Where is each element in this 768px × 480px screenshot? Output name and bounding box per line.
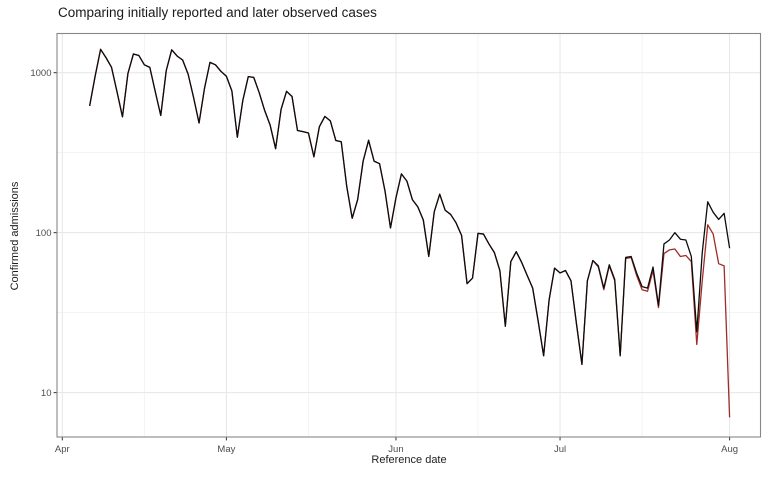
y-axis-title: Confirmed admissions bbox=[9, 181, 21, 291]
x-axis-tick-label: Jul bbox=[554, 444, 566, 455]
x-axis-tick-label: Aug bbox=[721, 444, 738, 455]
panel-border bbox=[56, 32, 762, 438]
x-axis-tick-label: May bbox=[217, 444, 235, 455]
x-axis-title: Reference date bbox=[371, 454, 447, 466]
chart-title: Comparing initially reported and later o… bbox=[58, 5, 377, 20]
series-line-later-observed bbox=[89, 48, 731, 366]
y-axis-tick-label: 10 bbox=[41, 388, 52, 399]
panel-background bbox=[57, 33, 761, 437]
x-axis-tick-label: Apr bbox=[55, 444, 70, 455]
y-axis-tick-label: 100 bbox=[36, 228, 52, 239]
x-axis-tick-label: Jun bbox=[388, 444, 403, 455]
y-axis-tick-label: 1000 bbox=[30, 68, 51, 79]
